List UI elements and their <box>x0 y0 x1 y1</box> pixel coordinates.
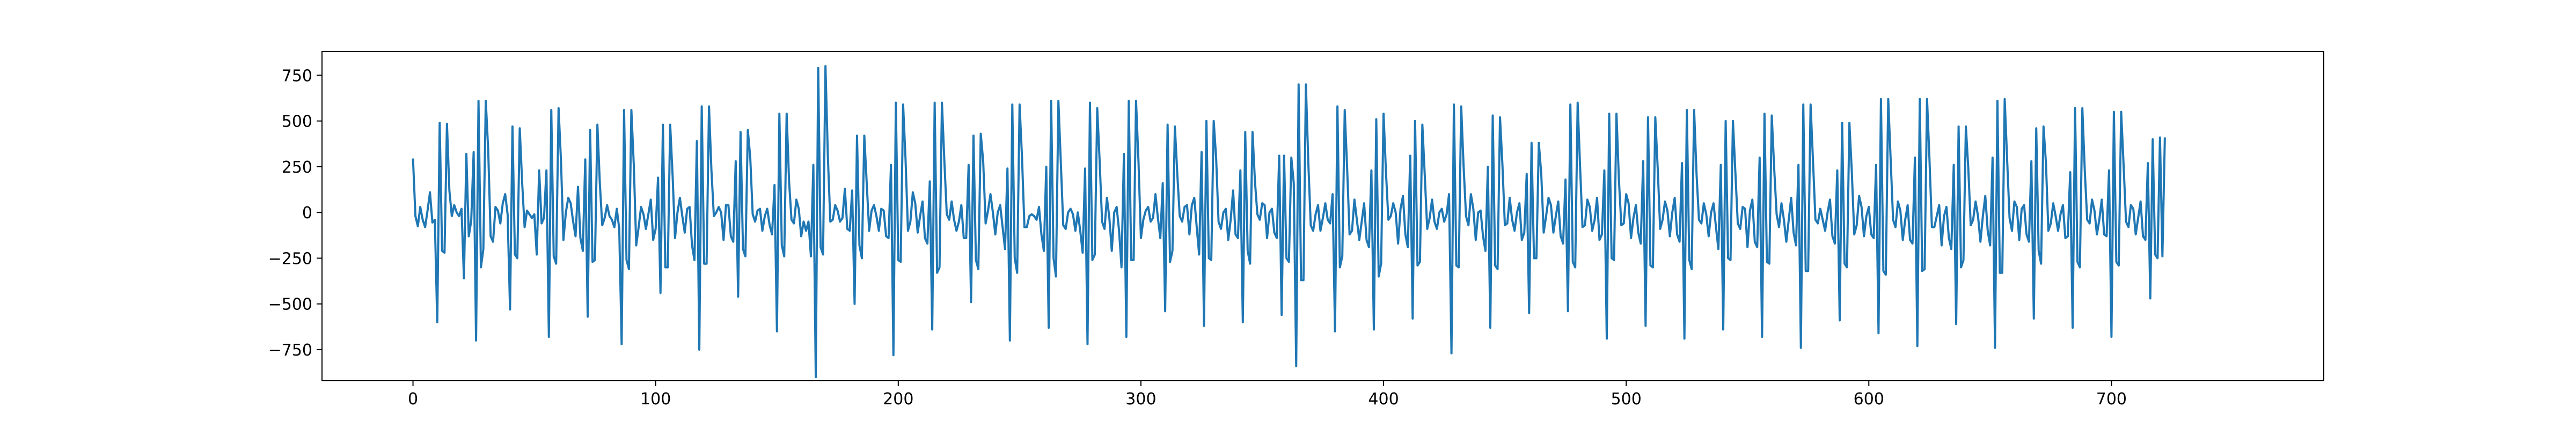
series-line-0 <box>412 65 2166 379</box>
y-tick-label: 500 <box>282 113 312 131</box>
x-tick-label: 200 <box>883 390 913 409</box>
y-tick-label: 0 <box>302 204 312 223</box>
series-layer <box>412 65 2166 379</box>
y-tick-label: 250 <box>282 158 312 177</box>
y-tick-label: 750 <box>282 66 312 85</box>
plot-area-frame <box>321 51 2324 381</box>
x-tick-label: 500 <box>1611 390 1642 409</box>
y-tick-label: −250 <box>268 249 312 268</box>
x-tick-label: 0 <box>408 390 418 409</box>
y-tick-label: −500 <box>268 295 312 314</box>
x-tick-label: 700 <box>2096 390 2127 409</box>
x-tick-label: 400 <box>1368 390 1399 409</box>
x-tick-label: 600 <box>1854 390 1884 409</box>
y-tick-label: −750 <box>268 341 312 360</box>
x-axis: 0 100 200 300 400 500 600 700 <box>408 381 2127 409</box>
x-tick-label: 300 <box>1125 390 1156 409</box>
x-tick-label: 100 <box>640 390 671 409</box>
y-axis: −750 −500 −250 0 250 500 750 <box>268 66 322 360</box>
